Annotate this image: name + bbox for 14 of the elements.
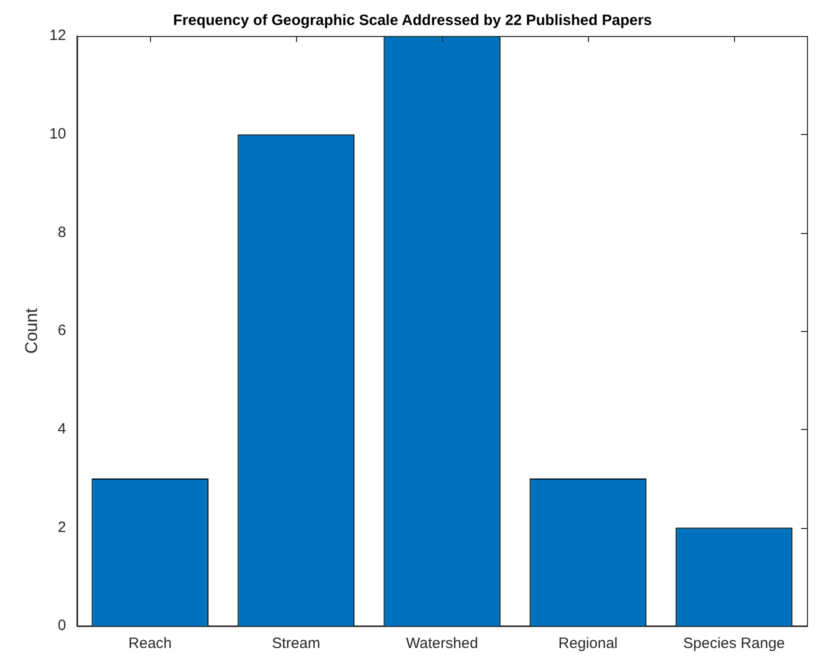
x-tick-label: Regional xyxy=(558,635,618,652)
y-tick-label: 2 xyxy=(58,518,66,536)
chart-title: Frequency of Geographic Scale Addressed by 22 Published Papers xyxy=(173,12,652,30)
y-axis-title: Count xyxy=(22,308,41,354)
x-tick-label: Reach xyxy=(128,635,172,652)
x-tick-label: Watershed xyxy=(406,635,478,652)
y-tick-label: 0 xyxy=(58,617,66,634)
y-tick-label: 10 xyxy=(49,125,66,142)
x-tick-label: Stream xyxy=(272,635,320,652)
y-tick-label: 4 xyxy=(58,420,66,438)
y-tick-label: 8 xyxy=(58,224,66,241)
y-tick-label: 6 xyxy=(58,322,66,340)
y-tick-label: 12 xyxy=(49,27,66,44)
x-tick-label: Species Range xyxy=(683,635,785,652)
